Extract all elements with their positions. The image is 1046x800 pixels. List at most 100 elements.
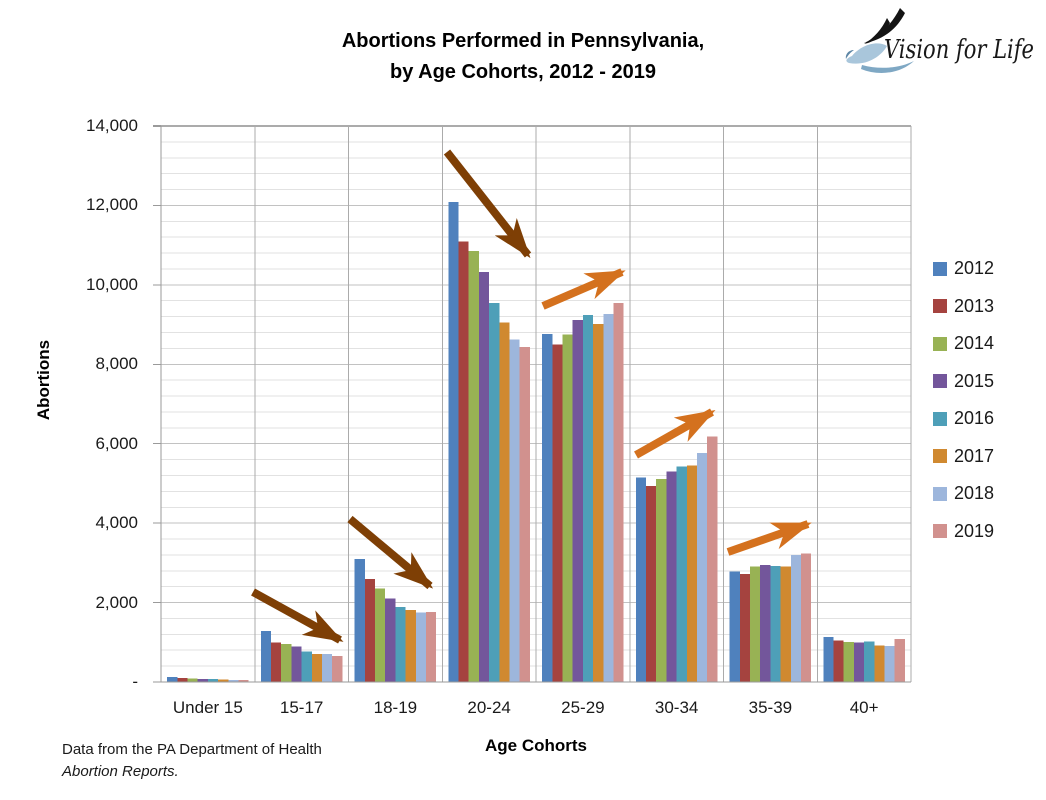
bar-2014-20-24 (468, 251, 479, 682)
bar-2017-30-34 (686, 465, 698, 682)
bar-2017-20-24 (499, 322, 510, 682)
legend-label: 2014 (954, 333, 995, 354)
y-tick-label: 4,000 (95, 513, 138, 533)
bar-2019-40+ (894, 639, 905, 682)
source-footnote-line1: Data from the PA Department of Health (62, 741, 322, 758)
bar-2015-40+ (853, 642, 865, 682)
x-category-label: 15-17 (279, 698, 324, 717)
bar-2012-15-17 (260, 630, 272, 682)
bar-2019-20-24 (519, 347, 530, 682)
bar-2016-15-17 (301, 651, 312, 682)
x-category-label: 30-34 (654, 698, 699, 717)
bar-2018-15-17 (322, 653, 333, 682)
bar-2018-30-34 (697, 453, 708, 682)
legend-swatch-icon (933, 449, 947, 464)
x-category-label: 40+ (849, 698, 879, 717)
bar-2014-under-15 (187, 678, 198, 682)
bar-2012-20-24 (448, 201, 459, 682)
legend-swatch-icon (933, 374, 947, 389)
bar-2016-18-19 (395, 606, 406, 682)
x-category-label: 18-19 (373, 698, 418, 717)
bar-2012-40+ (823, 637, 834, 682)
y-tick-label: 14,000 (86, 116, 138, 135)
bar-2018-18-19 (415, 612, 426, 682)
vision-for-life-logo: Vision for Life (845, 8, 1034, 73)
bar-2013-18-19 (364, 579, 375, 682)
y-tick-label: 8,000 (95, 354, 138, 374)
dove-icon (845, 8, 914, 73)
legend-swatch-icon (933, 486, 947, 501)
bar-2013-30-34 (646, 485, 657, 682)
bar-2017-18-19 (405, 610, 416, 682)
bar-2012-30-34 (635, 477, 647, 682)
bar-2013-under-15 (177, 677, 188, 682)
x-category-label: Under 15 (172, 698, 243, 717)
bar-2019-25-29 (613, 303, 624, 682)
bar-2018-under-15 (228, 679, 239, 682)
bar-2014-15-17 (281, 644, 292, 682)
y-tick-label: 10,000 (86, 274, 138, 294)
bar-2014-18-19 (374, 588, 386, 682)
bar-2019-under-15 (238, 680, 249, 682)
legend: 2012 2013 2014 2015 2016 2017 2018 2019 (933, 250, 1043, 550)
chart-title-line2: by Age Cohorts, 2012 - 2019 (389, 61, 657, 83)
bar-2018-25-29 (603, 313, 614, 682)
y-tick-label: 6,000 (95, 433, 138, 453)
bar-2012-25-29 (542, 334, 553, 682)
bar-2015-35-39 (760, 564, 771, 682)
bar-2015-15-17 (291, 646, 302, 682)
bar-2015-20-24 (478, 271, 490, 682)
bar-2016-20-24 (489, 303, 500, 682)
legend-swatch-icon (933, 411, 947, 426)
trend-arrow-up-icon (634, 408, 716, 459)
y-tick-label: 12,000 (86, 195, 138, 215)
legend-item-2019: 2019 (933, 513, 1043, 551)
bar-2015-25-29 (572, 319, 583, 682)
trend-arrow-down-icon (347, 515, 434, 590)
x-category-label: 25-29 (561, 698, 605, 717)
legend-item-2013: 2013 (933, 288, 1043, 326)
bar-2018-20-24 (509, 339, 520, 682)
bar-2015-18-19 (385, 598, 396, 682)
bar-2012-under-15 (167, 676, 178, 682)
bar-2016-25-29 (582, 315, 594, 682)
x-category-label: 35-39 (748, 698, 793, 717)
legend-item-2015: 2015 (933, 363, 1043, 401)
bar-2013-40+ (833, 640, 844, 682)
bar-2012-35-39 (729, 571, 740, 682)
bar-2013-25-29 (552, 344, 563, 682)
bar-2013-20-24 (458, 241, 469, 682)
source-footnote: Data from the PA Department of Health Ab… (62, 739, 322, 783)
legend-item-2014: 2014 (933, 325, 1043, 363)
bar-2019-30-34 (707, 436, 718, 682)
chart-title-line1: Abortions Performed in Pennsylvania, (341, 30, 705, 52)
legend-item-2018: 2018 (933, 475, 1043, 513)
legend-label: 2013 (954, 295, 995, 316)
bar-2015-under-15 (197, 679, 208, 682)
bar-2018-35-39 (790, 554, 801, 682)
legend-item-2017: 2017 (933, 438, 1043, 476)
legend-swatch-icon (933, 524, 947, 539)
chart-title: Abortions Performed in Pennsylvania, by … (60, 26, 986, 88)
bar-2019-18-19 (425, 612, 437, 682)
bar-2014-25-29 (562, 334, 573, 682)
bar-2014-35-39 (749, 566, 761, 682)
legend-label: 2012 (954, 258, 995, 279)
bar-2013-35-39 (739, 574, 750, 682)
trend-arrow-down-icon (251, 588, 344, 644)
legend-label: 2018 (954, 483, 995, 504)
bar-2019-35-39 (800, 553, 812, 682)
x-axis-title: Age Cohorts (485, 736, 587, 755)
legend-label: 2016 (954, 408, 995, 429)
legend-label: 2015 (954, 370, 995, 391)
bar-2014-40+ (843, 642, 854, 682)
x-category-label: 20-24 (467, 698, 511, 717)
legend-label: 2019 (954, 520, 995, 541)
bar-2017-under-15 (218, 679, 229, 682)
source-footnote-line2: Abortion Reports. (62, 763, 179, 780)
legend-label: 2017 (954, 445, 995, 466)
trend-arrow-up-icon (541, 268, 626, 310)
legend-swatch-icon (933, 299, 947, 314)
